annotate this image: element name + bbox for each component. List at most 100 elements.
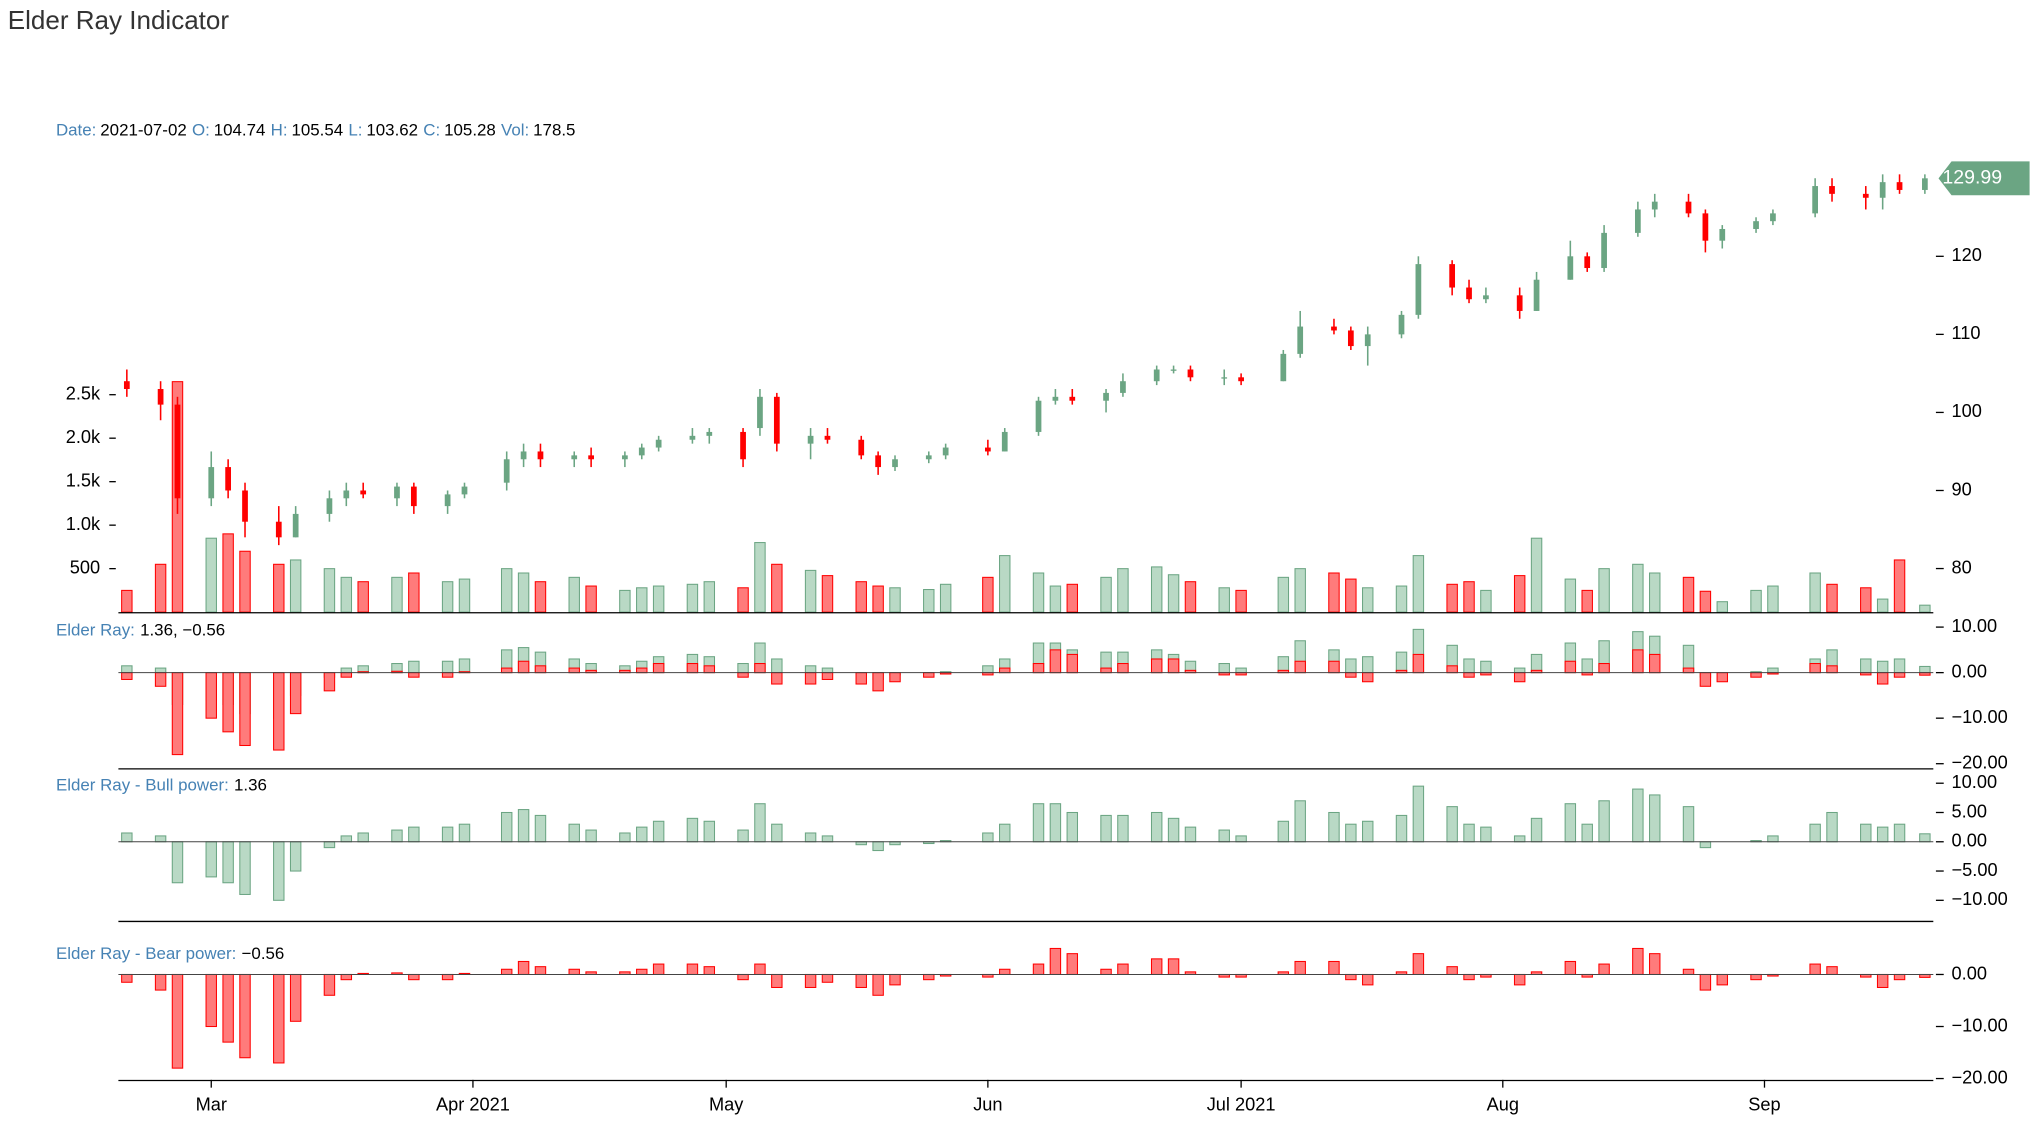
volume-tick-label: 500 bbox=[70, 557, 100, 577]
volume-bar bbox=[1235, 589, 1247, 613]
bear-power-bar bbox=[636, 968, 648, 975]
bear-power-bar bbox=[1750, 973, 1762, 981]
volume-bar bbox=[1277, 576, 1290, 613]
volume-bar bbox=[1598, 568, 1610, 613]
bull-power-bar bbox=[1150, 811, 1163, 843]
candle-body bbox=[1331, 326, 1337, 331]
candle-body bbox=[1120, 381, 1126, 393]
volume-bar bbox=[652, 585, 665, 613]
volume-bar bbox=[1100, 576, 1112, 613]
bear-power-bar bbox=[754, 663, 766, 674]
bear-power-bar bbox=[205, 973, 217, 1028]
volume-bar bbox=[585, 585, 597, 613]
candle-body bbox=[1879, 182, 1886, 198]
bull-power-bar bbox=[1581, 658, 1593, 674]
candle-body bbox=[1035, 400, 1042, 432]
bear-power-bar bbox=[1117, 963, 1129, 975]
bear-power-bar bbox=[737, 672, 749, 678]
candle-body bbox=[892, 459, 898, 468]
bull-power-bar bbox=[1826, 811, 1838, 843]
volume-bar bbox=[323, 568, 336, 613]
volume-bar bbox=[1632, 563, 1644, 613]
bear-power-bar bbox=[323, 973, 336, 996]
volume-bar bbox=[289, 559, 302, 613]
candle-body bbox=[394, 486, 400, 499]
readout-label: L: bbox=[348, 121, 362, 140]
candle-body bbox=[807, 435, 814, 444]
candle-body bbox=[1601, 232, 1607, 269]
candle-body bbox=[1170, 369, 1177, 371]
volume-bar bbox=[239, 550, 251, 613]
bear-power-bar bbox=[500, 968, 513, 975]
bear-power-bar bbox=[1345, 973, 1357, 981]
candle-body bbox=[1922, 178, 1928, 190]
bear-power-bar bbox=[804, 973, 817, 989]
readout-value: 178.5 bbox=[533, 121, 575, 140]
volume-bar bbox=[534, 581, 547, 613]
bull-power-bar bbox=[568, 823, 580, 843]
bull-power-bar bbox=[1581, 823, 1593, 843]
bull-power-bar bbox=[121, 832, 133, 843]
bear-power-bar bbox=[239, 973, 251, 1059]
candle-body bbox=[537, 451, 544, 460]
bull-power-bar bbox=[737, 829, 749, 843]
bull-power-bar bbox=[1463, 658, 1475, 674]
bull-power-bar bbox=[804, 832, 817, 843]
x-tick-label: Mar bbox=[196, 1095, 227, 1115]
bear-power-bar bbox=[771, 973, 783, 989]
bull-power-bar bbox=[1480, 660, 1492, 674]
volume-bar bbox=[619, 589, 631, 613]
volume-bar bbox=[1150, 566, 1163, 613]
x-tick-label: Sep bbox=[1748, 1095, 1780, 1115]
readout-value: 103.62 bbox=[366, 121, 418, 140]
candle-body bbox=[571, 455, 578, 460]
panel-name: Elder Ray - Bear power: bbox=[56, 944, 236, 963]
readout-value: 105.54 bbox=[291, 121, 343, 140]
volume-bar bbox=[1682, 576, 1695, 613]
bull-power-bar bbox=[1328, 811, 1340, 843]
candle-body bbox=[1533, 279, 1540, 311]
bull-power-bar bbox=[804, 665, 817, 674]
readout-value: 105.28 bbox=[444, 121, 496, 140]
bull-power-bar bbox=[500, 811, 513, 843]
volume-bar bbox=[1809, 572, 1821, 613]
bear-power-bar bbox=[534, 665, 547, 674]
bull-power-bar bbox=[1032, 803, 1045, 843]
bull-power-bar bbox=[1480, 826, 1492, 843]
bull-power-bar bbox=[1649, 794, 1661, 843]
bear-power-bar bbox=[1066, 953, 1079, 975]
bear-power-bar bbox=[239, 672, 251, 747]
bull-power-bar bbox=[1876, 826, 1889, 843]
candle-body bbox=[1449, 264, 1456, 288]
volume-bar bbox=[1184, 581, 1197, 613]
bull-power-bar bbox=[1530, 817, 1543, 843]
bear-power-bar bbox=[568, 667, 580, 674]
bear-power-bar bbox=[1049, 649, 1062, 674]
readout-label: Vol: bbox=[501, 121, 529, 140]
bear-power-bar bbox=[1893, 672, 1906, 678]
volume-bar bbox=[1167, 574, 1180, 613]
bear-power-bar bbox=[1294, 960, 1306, 975]
panel-tick-label: 0.00 bbox=[1952, 661, 1987, 681]
panel-label: Elder Ray - Bear power: −0.56 bbox=[56, 944, 284, 963]
volume-bar bbox=[754, 542, 766, 613]
candle-body bbox=[242, 490, 248, 522]
bull-power-bar bbox=[1564, 803, 1577, 843]
bear-power-bar bbox=[1649, 953, 1661, 975]
bear-power-bar bbox=[872, 973, 884, 996]
bull-power-bar bbox=[1277, 820, 1290, 843]
bull-power-bar bbox=[357, 832, 369, 843]
bear-power-bar bbox=[686, 963, 699, 975]
bear-power-bar bbox=[1598, 963, 1610, 975]
bear-power-bar bbox=[441, 672, 454, 678]
x-tick-label: Jul 2021 bbox=[1207, 1095, 1276, 1115]
candle-body bbox=[503, 459, 510, 483]
panel-label: Elder Ray - Bull power: 1.36 bbox=[56, 776, 267, 795]
bull-power-bar bbox=[982, 832, 994, 843]
bear-power-bar bbox=[205, 672, 217, 719]
bull-power-bar bbox=[154, 835, 167, 843]
bear-power-bar bbox=[408, 973, 420, 981]
volume-bar bbox=[855, 581, 867, 613]
bear-power-bar bbox=[1699, 672, 1712, 687]
bear-power-bar bbox=[222, 973, 234, 1043]
